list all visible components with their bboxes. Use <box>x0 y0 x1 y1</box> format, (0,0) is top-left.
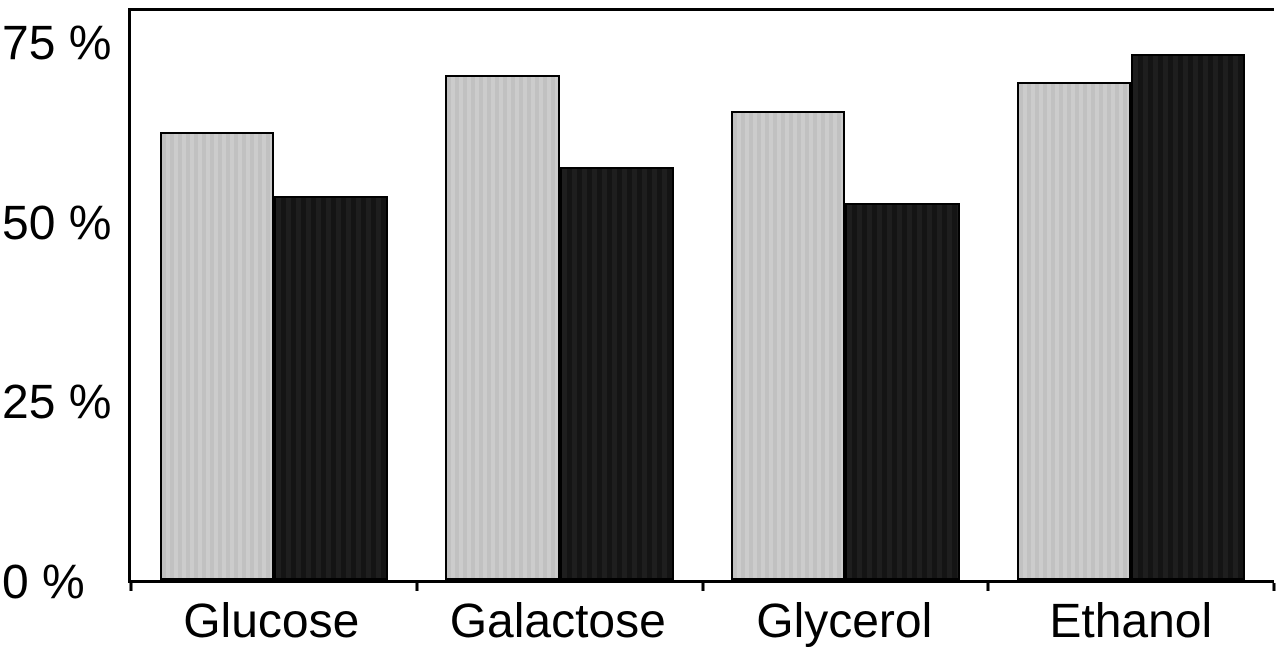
bar-black-bars-glucose <box>273 195 389 580</box>
x-axis-labels: Glucose Galactose Glycerol Ethanol <box>128 583 1274 660</box>
y-tick-label-75: 75 % <box>2 16 112 70</box>
y-tick-label-25: 25 % <box>2 376 112 430</box>
bar-black-bars-glycerol <box>845 203 960 580</box>
y-tick-label-50: 50 % <box>2 196 112 250</box>
bar-gray-bars-galactose <box>445 75 560 580</box>
x-label-glucose: Glucose <box>183 594 360 648</box>
bar-gray-bars-glucose <box>159 131 274 580</box>
x-label-ethanol: Ethanol <box>1049 594 1213 648</box>
bar-black-bars-ethanol <box>1131 53 1246 580</box>
y-axis-labels: 75 % 50 % 25 % 0 % <box>0 8 122 606</box>
x-label-galactose: Galactose <box>449 594 666 648</box>
x-axis-tick <box>415 583 419 591</box>
x-axis-tick <box>129 583 133 591</box>
x-axis-tick <box>986 583 990 591</box>
x-label-glycerol: Glycerol <box>756 594 933 648</box>
y-tick-label-0: 0 % <box>2 556 85 609</box>
plot-area <box>128 8 1276 591</box>
bar-black-bars-galactose <box>559 167 674 580</box>
x-axis-tick <box>701 583 704 591</box>
bar-gray-bars-glycerol <box>731 110 846 580</box>
bar-gray-bars-ethanol <box>1016 82 1132 580</box>
x-axis-tick <box>1272 583 1276 591</box>
